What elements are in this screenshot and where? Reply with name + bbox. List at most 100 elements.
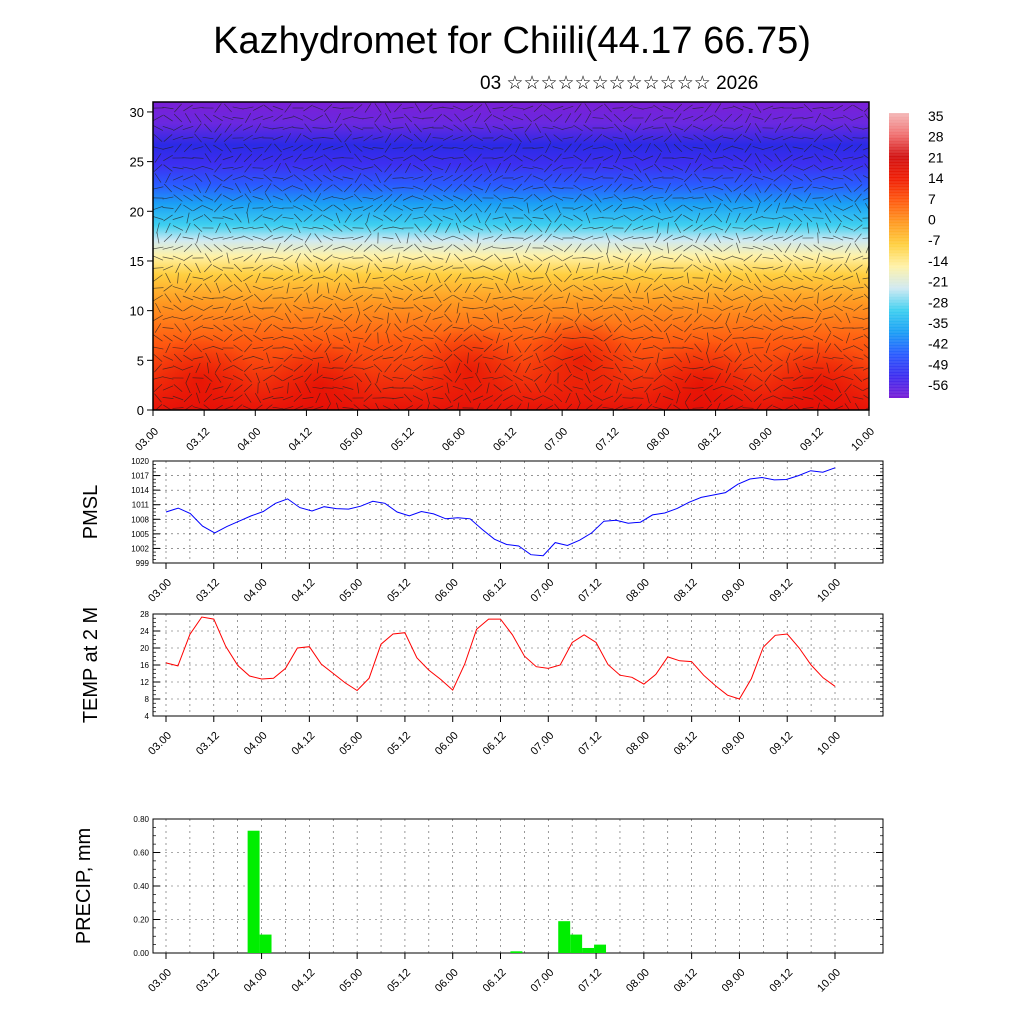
wind-barb (295, 252, 301, 264)
wind-barb (442, 235, 454, 241)
wind-barb (666, 242, 670, 254)
wind-barb (233, 324, 243, 332)
wind-barb (535, 403, 543, 410)
wind-barb (644, 253, 652, 263)
wind-barb (432, 385, 444, 391)
wind-barb (292, 115, 304, 121)
wind-barb (292, 357, 304, 359)
wind-barb (244, 373, 252, 383)
wind-barb (262, 396, 274, 400)
wind-barb (612, 276, 624, 280)
wind-barb (632, 186, 644, 190)
wind-barb (413, 354, 423, 362)
wind-barb (663, 374, 673, 382)
wind-barb (653, 345, 663, 351)
wind-barb (582, 235, 594, 241)
wind-barb (462, 376, 474, 380)
wind-barb (364, 233, 372, 243)
wind-barb (817, 232, 819, 244)
wind-barb (814, 133, 822, 143)
wind-barb (792, 146, 804, 150)
wind-barb (722, 155, 734, 161)
wind-barb (722, 385, 734, 391)
wind-barb (182, 185, 194, 191)
wind-barb (482, 287, 494, 289)
x-tick-label: 09.00 (720, 967, 748, 995)
wind-barb (154, 173, 162, 183)
wind-barb (232, 256, 244, 260)
wind-barb (453, 174, 463, 182)
wind-barb (185, 222, 191, 234)
wind-barb (262, 256, 274, 260)
wind-barb (852, 126, 864, 130)
wind-barb (293, 304, 303, 312)
wind-barb (644, 243, 652, 253)
wind-barb (682, 196, 694, 200)
wind-barb (353, 243, 363, 253)
wind-barb (562, 337, 574, 339)
wind-barb (815, 312, 821, 324)
wind-barb (292, 185, 304, 191)
wind-barb (204, 283, 212, 293)
wind-barb (372, 277, 384, 279)
wind-barb (342, 386, 354, 390)
wind-barb (763, 314, 773, 322)
wind-barb (732, 146, 744, 150)
wind-barb (343, 274, 353, 282)
wind-barb (545, 273, 551, 283)
wind-barb (424, 223, 432, 233)
wind-barb (432, 106, 444, 110)
wind-barb (363, 254, 373, 262)
x-tick-label: 04.12 (290, 730, 318, 758)
wind-barb (232, 106, 244, 110)
y-tick-label: 0.00 (133, 949, 149, 958)
wind-barb (582, 296, 594, 300)
wind-barb (593, 284, 603, 292)
wind-barb (672, 276, 684, 280)
wind-barb (375, 402, 380, 410)
wind-barb (862, 137, 869, 139)
wind-barb (392, 157, 404, 159)
x-tick-label: 04.12 (290, 577, 318, 605)
wind-barb (532, 285, 544, 291)
wind-barb (432, 165, 444, 171)
colorbar-label: 14 (928, 170, 944, 186)
x-tick-label: 07.00 (528, 967, 556, 995)
wind-barb (482, 325, 494, 331)
wind-barb (755, 202, 761, 214)
wind-barb (854, 203, 862, 213)
wind-barb (533, 223, 543, 233)
y-tick-label: 1008 (131, 515, 149, 524)
wind-barb (832, 245, 844, 251)
wind-barb (196, 232, 200, 244)
wind-barb (184, 323, 192, 333)
wind-barb (472, 185, 484, 191)
wind-barb (162, 366, 174, 370)
wind-barb (723, 344, 733, 352)
wind-barb (513, 224, 523, 232)
wind-barb (742, 385, 754, 391)
wind-barb (322, 295, 334, 301)
wind-barb (212, 395, 224, 401)
wind-barb (584, 153, 592, 163)
wind-barb (213, 144, 223, 152)
wind-barb (406, 232, 410, 244)
wind-barb (354, 183, 362, 193)
wind-barb (802, 316, 814, 320)
wind-barb (792, 325, 804, 331)
wind-barb (205, 182, 211, 194)
wind-barb (234, 153, 242, 163)
wind-barb (606, 252, 610, 264)
wind-barb (575, 392, 581, 404)
wind-barb (774, 153, 782, 163)
wind-barb (703, 283, 713, 293)
wind-barb (704, 103, 712, 113)
wind-barb (632, 365, 644, 371)
wind-barb (492, 376, 504, 380)
y-tick-label: 1014 (131, 486, 149, 495)
wind-barb (422, 145, 434, 151)
wind-barb (373, 203, 383, 213)
wind-barb (592, 276, 604, 280)
wind-barb (533, 194, 543, 202)
wind-barb (682, 255, 694, 261)
